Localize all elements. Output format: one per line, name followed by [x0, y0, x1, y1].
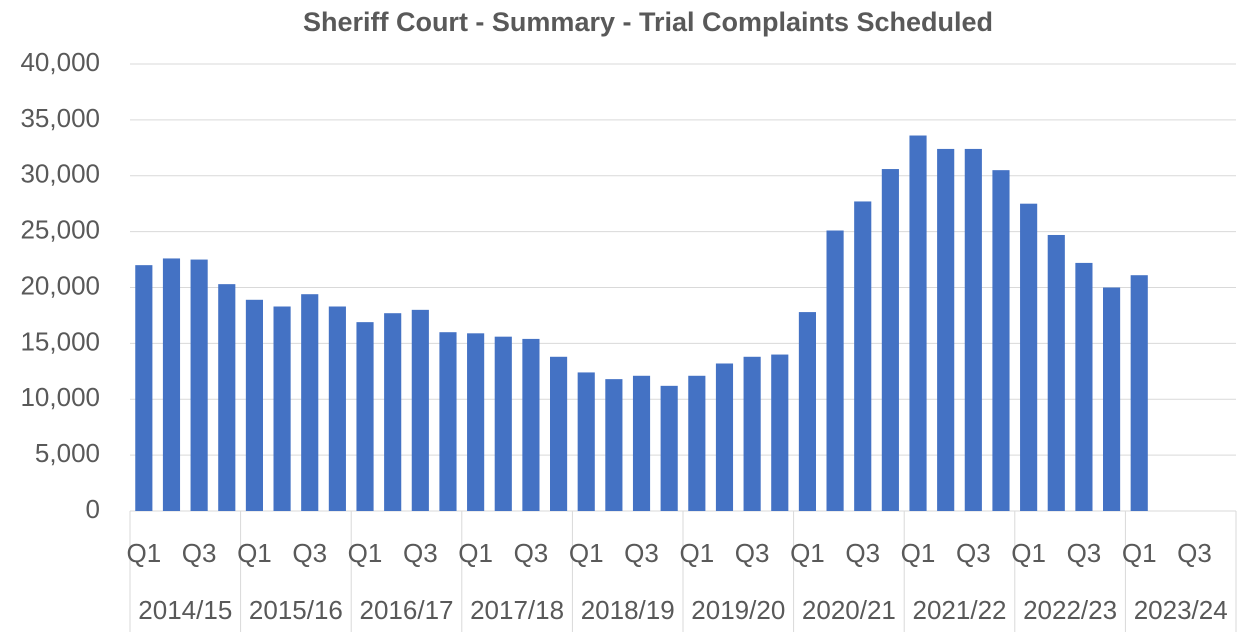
bar — [1130, 275, 1148, 511]
x-group-label: 2020/21 — [802, 595, 896, 625]
bar — [384, 313, 402, 511]
bar — [854, 201, 872, 511]
y-tick-label: 15,000 — [20, 326, 100, 356]
bar — [273, 306, 291, 511]
x-group-label: 2018/19 — [581, 595, 675, 625]
bar — [301, 294, 319, 511]
x-tick-label: Q1 — [569, 538, 604, 568]
y-tick-label: 20,000 — [20, 270, 100, 300]
x-group-label: 2019/20 — [691, 595, 785, 625]
x-tick-label: Q3 — [956, 538, 991, 568]
x-tick-label: Q3 — [1177, 538, 1212, 568]
bar — [937, 148, 955, 511]
x-tick-label: Q1 — [901, 538, 936, 568]
bar — [494, 336, 512, 511]
bar — [245, 299, 263, 511]
y-tick-label: 25,000 — [20, 215, 100, 245]
bar — [1020, 203, 1038, 511]
bar — [605, 379, 623, 511]
bar — [190, 259, 208, 511]
bar — [715, 363, 734, 511]
x-group-label: 2022/23 — [1023, 595, 1117, 625]
bar — [218, 284, 236, 511]
y-tick-label: 30,000 — [20, 159, 100, 189]
x-tick-label: Q3 — [182, 538, 217, 568]
bar — [356, 322, 374, 511]
bar — [522, 338, 540, 511]
x-tick-label: Q1 — [348, 538, 383, 568]
x-tick-label: Q3 — [735, 538, 770, 568]
bar — [162, 258, 181, 511]
x-tick-label: Q1 — [126, 538, 161, 568]
bar — [660, 385, 678, 511]
bar — [467, 333, 485, 511]
bar — [135, 265, 153, 511]
bar — [909, 135, 927, 511]
x-tick-label: Q1 — [790, 538, 825, 568]
bar — [743, 356, 761, 511]
x-tick-label: Q3 — [1067, 538, 1102, 568]
x-group-label: 2021/22 — [913, 595, 1007, 625]
y-tick-label: 40,000 — [20, 47, 100, 77]
y-tick-label: 5,000 — [35, 438, 100, 468]
x-group-label: 2014/15 — [138, 595, 232, 625]
x-group-label: 2015/16 — [249, 595, 343, 625]
bar — [688, 375, 706, 511]
bar — [1103, 287, 1121, 511]
x-tick-label: Q3 — [292, 538, 327, 568]
x-tick-label: Q3 — [845, 538, 880, 568]
y-tick-label: 0 — [86, 494, 100, 524]
y-tick-label: 35,000 — [20, 103, 100, 133]
bar — [632, 375, 651, 511]
bar — [881, 169, 899, 512]
x-tick-label: Q3 — [624, 538, 659, 568]
x-tick-label: Q3 — [403, 538, 438, 568]
bar — [411, 309, 429, 511]
bar — [992, 170, 1010, 511]
bar — [577, 372, 595, 511]
chart-title: Sheriff Court - Summary - Trial Complain… — [303, 7, 993, 37]
x-tick-label: Q1 — [1011, 538, 1046, 568]
bar — [826, 230, 844, 511]
y-tick-label: 10,000 — [20, 382, 100, 412]
x-group-label: 2023/24 — [1134, 595, 1228, 625]
x-tick-label: Q3 — [514, 538, 549, 568]
bar — [798, 312, 816, 511]
bar — [771, 354, 789, 511]
x-tick-label: Q1 — [237, 538, 272, 568]
bar — [328, 306, 346, 511]
bar — [964, 148, 982, 511]
x-group-label: 2017/18 — [470, 595, 564, 625]
bar — [1075, 262, 1093, 511]
bar — [550, 356, 568, 511]
bar — [439, 332, 457, 511]
x-group-label: 2016/17 — [360, 595, 454, 625]
x-tick-label: Q1 — [458, 538, 493, 568]
bar — [1047, 234, 1065, 512]
x-tick-label: Q1 — [679, 538, 714, 568]
x-tick-label: Q1 — [1122, 538, 1157, 568]
